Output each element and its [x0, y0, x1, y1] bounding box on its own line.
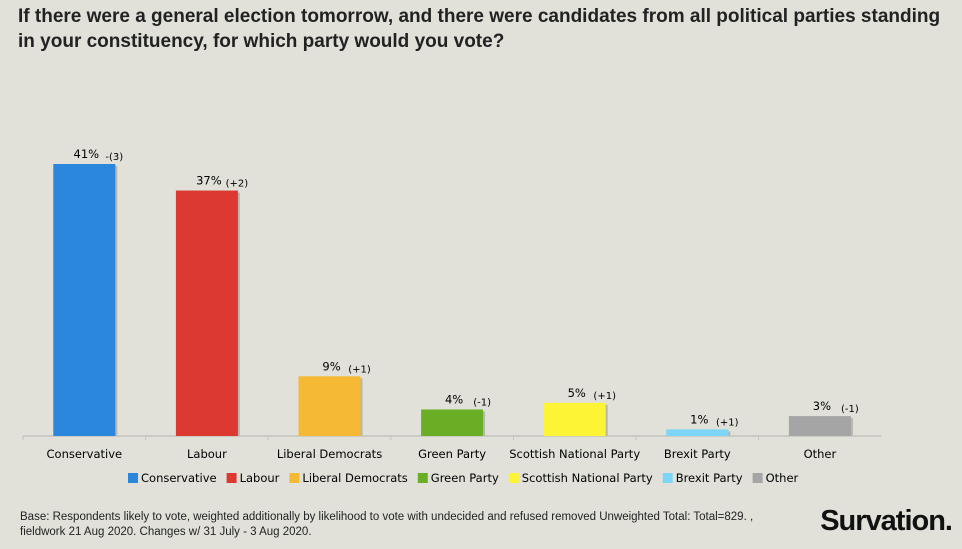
legend-swatch — [289, 473, 300, 483]
x-tick-label: Green Party — [418, 447, 486, 461]
change-label: (+1) — [593, 391, 616, 402]
legend-entry: Liberal Democrats — [302, 471, 407, 485]
x-tick-label: Other — [804, 447, 837, 461]
bar-labour — [175, 190, 238, 436]
legend-entry: Green Party — [431, 471, 499, 485]
footnote: Base: Respondents likely to vote, weight… — [20, 511, 754, 538]
legend-swatch — [417, 473, 428, 483]
data-label: 37% — [196, 174, 222, 188]
legend-swatch — [752, 473, 763, 483]
bar-chart: 41% -(3) Conservative 37% (+2) Labour 9% (+1) Li… — [22, 147, 882, 485]
change-label: (+1) — [348, 364, 371, 375]
x-tick-label: Scottish National Party — [509, 447, 640, 461]
data-label: 5% — [568, 386, 586, 400]
x-tick-label: Liberal Democrats — [277, 447, 382, 461]
x-tick-label: Labour — [187, 447, 227, 461]
data-label: 3% — [813, 399, 831, 413]
data-label: 4% — [445, 392, 463, 406]
change-label: (-1) — [473, 397, 491, 408]
survation-logo: Survation. — [820, 505, 953, 537]
bar-brexit-party — [666, 429, 729, 436]
change-label: -(3) — [105, 152, 123, 163]
legend-entry: Labour — [240, 471, 280, 485]
data-label: 41% — [74, 147, 100, 161]
chart-title: If there were a general election tomorro… — [18, 6, 941, 52]
bar-liberal-democrats — [298, 376, 361, 436]
change-label: (-1) — [841, 404, 859, 415]
legend-swatch — [508, 473, 519, 483]
data-label: 9% — [322, 359, 340, 373]
legend-swatch — [128, 473, 138, 483]
bar-green-party — [421, 409, 484, 436]
legend-swatch — [226, 473, 237, 483]
x-tick-label: Brexit Party — [664, 447, 731, 461]
change-label: (+2) — [226, 179, 249, 190]
legend-entry: Scottish National Party — [522, 471, 653, 485]
legend-swatch — [662, 473, 673, 483]
legend-entry: Brexit Party — [676, 471, 743, 485]
data-label: 1% — [690, 412, 708, 426]
change-label: (+1) — [716, 417, 739, 428]
x-tick-label: Conservative — [47, 447, 123, 461]
bar-other — [788, 416, 851, 436]
legend-entry: Conservative — [141, 471, 217, 485]
bar-conservative — [53, 164, 116, 436]
bar-scottish-national-party — [543, 402, 606, 436]
legend-entry: Other — [766, 471, 799, 485]
